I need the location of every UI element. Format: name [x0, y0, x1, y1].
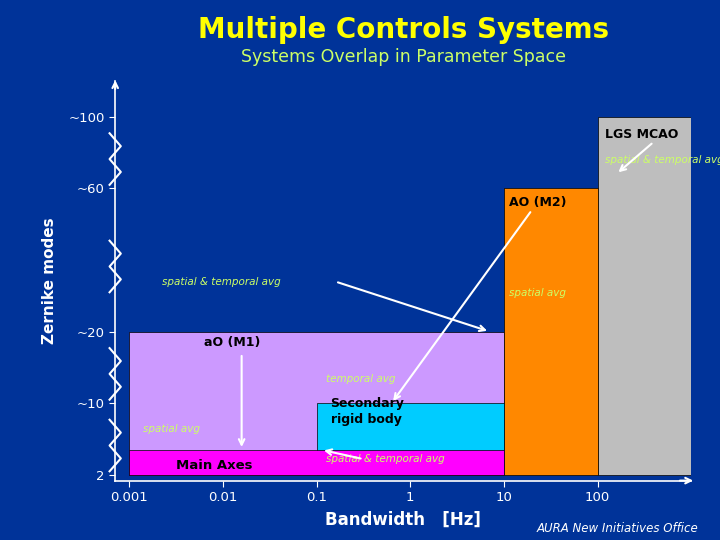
X-axis label: Bandwidth   [Hz]: Bandwidth [Hz]: [325, 511, 481, 529]
Text: spatial & temporal avg: spatial & temporal avg: [162, 277, 281, 287]
Text: temporal avg: temporal avg: [326, 374, 395, 384]
Bar: [504, 188, 598, 475]
Text: Multiple Controls Systems: Multiple Controls Systems: [197, 16, 609, 44]
Text: Secondary
rigid body: Secondary rigid body: [330, 397, 405, 426]
Bar: [130, 450, 504, 475]
Text: Main Axes: Main Axes: [176, 459, 253, 472]
Bar: [130, 332, 504, 475]
Text: LGS MCAO: LGS MCAO: [605, 129, 678, 141]
Text: aO (M1): aO (M1): [204, 336, 261, 349]
Text: AO (M2): AO (M2): [508, 197, 566, 210]
Bar: [317, 403, 504, 475]
Y-axis label: Zernike modes: Zernike modes: [42, 218, 58, 344]
Text: spatial avg: spatial avg: [508, 288, 566, 298]
Text: spatial & temporal avg: spatial & temporal avg: [326, 454, 445, 464]
Text: spatial & temporal avg: spatial & temporal avg: [605, 156, 720, 165]
Bar: [598, 117, 691, 475]
Text: spatial avg: spatial avg: [143, 424, 200, 434]
Text: Systems Overlap in Parameter Space: Systems Overlap in Parameter Space: [240, 48, 566, 66]
Text: AURA New Initiatives Office: AURA New Initiatives Office: [536, 522, 698, 535]
